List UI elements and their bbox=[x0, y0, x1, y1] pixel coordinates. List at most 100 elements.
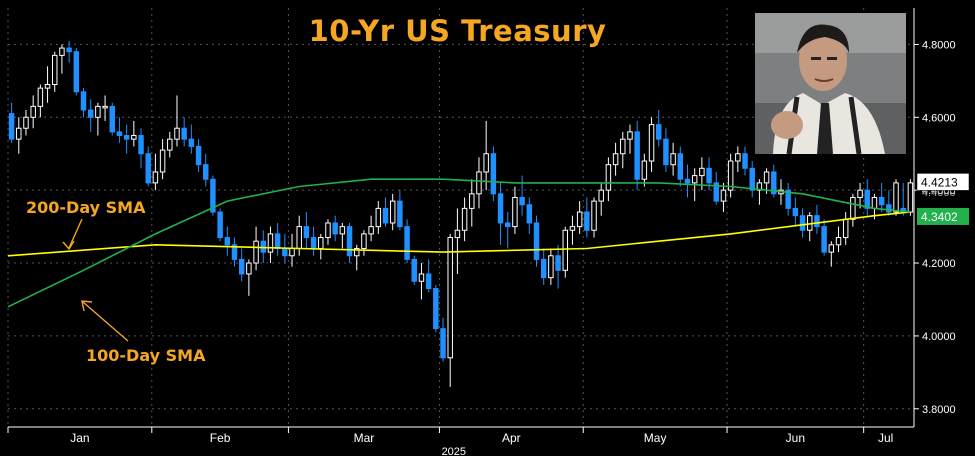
candle-body bbox=[512, 196, 518, 228]
candle-body bbox=[598, 189, 604, 202]
candle-body bbox=[785, 189, 791, 209]
candle-body bbox=[181, 127, 187, 140]
candle-body bbox=[188, 138, 195, 147]
candle-body bbox=[303, 226, 310, 239]
candle-body bbox=[95, 105, 101, 118]
y-tick-label: 3.8000 bbox=[922, 404, 956, 416]
candle-body bbox=[145, 153, 151, 184]
x-year-label: 2025 bbox=[442, 446, 466, 456]
annotation-arrows bbox=[62, 218, 129, 342]
x-month-label: Apr bbox=[502, 431, 521, 445]
sma100-price-label: 4.3402 bbox=[921, 210, 958, 224]
last-price-label: 4.4213 bbox=[921, 175, 958, 189]
candle-body bbox=[310, 237, 317, 249]
candle-body bbox=[30, 105, 36, 118]
candle-body bbox=[799, 215, 806, 231]
x-month-label: Jun bbox=[786, 431, 805, 445]
x-month-label: Jul bbox=[878, 431, 893, 445]
candle-body bbox=[418, 273, 425, 282]
candle-body bbox=[648, 124, 655, 162]
candle-body bbox=[720, 189, 727, 202]
candle-body bbox=[857, 189, 863, 198]
candle-body bbox=[569, 226, 576, 231]
moving-averages bbox=[7, 178, 911, 308]
candle-body bbox=[382, 207, 389, 224]
candle-body bbox=[433, 288, 439, 330]
candle-body bbox=[238, 258, 245, 275]
candle-body bbox=[792, 207, 799, 217]
candle-body bbox=[102, 105, 108, 109]
candle-body bbox=[469, 193, 475, 209]
candle-body bbox=[749, 167, 755, 191]
candle-body bbox=[274, 233, 281, 249]
candle-body bbox=[131, 135, 137, 140]
candle-body bbox=[742, 153, 748, 169]
candle-body bbox=[203, 164, 209, 180]
candle-body bbox=[246, 262, 252, 275]
candle-body bbox=[886, 204, 892, 213]
candle-body bbox=[476, 171, 482, 195]
candle-body bbox=[332, 222, 338, 235]
candle-body bbox=[375, 207, 382, 228]
sma100-price-tag bbox=[917, 207, 969, 225]
y-tick-label: 4.2000 bbox=[922, 258, 956, 270]
candle-body bbox=[325, 222, 331, 239]
last-price-tag bbox=[916, 173, 970, 191]
sma200-arrow-shaft bbox=[68, 218, 83, 249]
candle-body bbox=[907, 182, 914, 213]
candle-body bbox=[138, 135, 144, 155]
sma100-annotation: 100-Day SMA bbox=[86, 346, 206, 365]
candle-body bbox=[397, 200, 403, 228]
candle-body bbox=[727, 160, 734, 191]
candle-body bbox=[620, 138, 626, 155]
candle-body bbox=[555, 255, 561, 271]
candle-body bbox=[361, 233, 367, 249]
candle-body bbox=[260, 240, 266, 253]
candle-body bbox=[87, 109, 94, 118]
x-month-label: Mar bbox=[354, 431, 375, 445]
candle-body bbox=[23, 116, 29, 129]
y-tick-label: 4.8000 bbox=[922, 39, 956, 51]
candle-body bbox=[878, 196, 885, 206]
candle-body bbox=[526, 204, 533, 224]
candle-body bbox=[167, 138, 173, 151]
candle-body bbox=[893, 182, 899, 213]
candle-body bbox=[253, 240, 259, 264]
candle-body bbox=[548, 255, 554, 279]
candle-body bbox=[505, 222, 511, 228]
candle-body bbox=[339, 226, 346, 235]
candle-body bbox=[663, 138, 669, 166]
candle-body bbox=[641, 160, 648, 180]
candle-body bbox=[828, 244, 835, 253]
candle-body bbox=[224, 237, 231, 246]
candle-body bbox=[59, 47, 65, 56]
candle-body bbox=[591, 200, 597, 231]
candle-body bbox=[576, 211, 583, 228]
candle-body bbox=[267, 233, 274, 253]
candle-body bbox=[37, 87, 44, 107]
candle-body bbox=[821, 226, 827, 253]
candle-body bbox=[195, 145, 202, 166]
candle-body bbox=[404, 226, 410, 260]
candle-body bbox=[80, 91, 87, 111]
candle-body bbox=[318, 237, 324, 249]
candle-body bbox=[159, 149, 166, 173]
candle-body bbox=[174, 127, 180, 140]
y-tick-label: 4.6000 bbox=[922, 112, 956, 124]
candle-body bbox=[864, 189, 870, 209]
candle-body bbox=[447, 237, 453, 359]
candle-body bbox=[454, 229, 461, 239]
candle-body bbox=[713, 182, 719, 202]
candle-body bbox=[842, 218, 849, 239]
sma200-annotation: 200-Day SMA bbox=[26, 198, 146, 217]
candle-body bbox=[296, 226, 302, 249]
x-axis: Jan Feb Mar Apr May Jun Jul 2025 bbox=[7, 426, 914, 456]
candle-body bbox=[634, 131, 640, 180]
candle-body bbox=[814, 215, 820, 228]
candle-body bbox=[461, 207, 468, 231]
candle-body bbox=[490, 153, 497, 195]
sma100-line bbox=[7, 178, 911, 308]
candle-body bbox=[123, 135, 130, 140]
